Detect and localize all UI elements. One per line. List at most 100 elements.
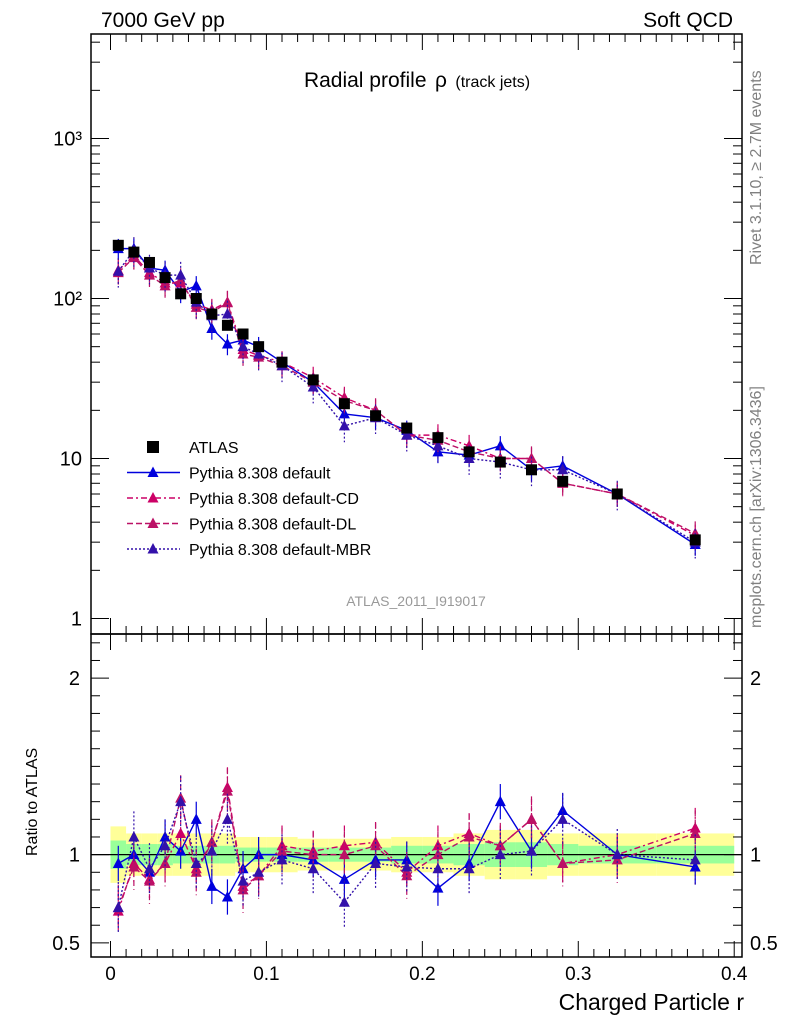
series-4-line (117, 249, 696, 543)
legend-label: ATLAS (189, 440, 239, 457)
series-1-ratio-point (494, 795, 506, 807)
series-4-point (463, 452, 475, 464)
series-4-ratio-point (557, 813, 569, 824)
series-4-ratio-point (190, 857, 202, 868)
series-4-ratio-point (338, 896, 350, 907)
atlas-data-point (338, 398, 350, 410)
series-4-ratio-point (143, 862, 155, 874)
series-3-ratio-point (370, 839, 382, 851)
axes-group: 0 0.1 0.2 0.3 0.4 1 10 10² 10³ 0.5 0.5 1 1 2 2 (52, 34, 778, 985)
x-axis-title: Charged Particle r (559, 989, 745, 1015)
series-4-ratio-point (401, 860, 413, 872)
atlas-data-point (206, 308, 218, 320)
series-4-ratio-point (206, 845, 218, 856)
plot-title-main: Radial profile (304, 69, 427, 92)
header-energy-label: 7000 GeV pp (101, 9, 225, 32)
series-1-ratio-point (221, 890, 233, 902)
series-3-ratio-point (338, 848, 350, 860)
series-4-ratio-point (159, 839, 171, 851)
atlas-data-point (190, 293, 202, 305)
mcplots-label: mcplots.cern.ch [arXiv:1306.3436] (748, 386, 765, 628)
legend-label: Pythia 8.308 default-MBR (189, 542, 371, 559)
legend: ATLAS Pythia 8.308 default Pythia 8.308 de… (127, 440, 371, 559)
series-4-point (557, 463, 569, 475)
series-4-ratio-line (117, 799, 696, 908)
atlas-data-point (237, 328, 249, 340)
ratio-y-tick-label: 1 (69, 845, 80, 867)
legend-marker (147, 492, 159, 503)
atlas-data-point (557, 475, 569, 487)
series-3-ratio-point (557, 857, 569, 868)
legend-label: Pythia 8.308 default-DL (189, 517, 356, 534)
legend-marker-atlas (147, 441, 159, 453)
series-4-point (432, 439, 444, 451)
series-4-ratio-point (689, 853, 701, 865)
legend-marker (147, 543, 159, 554)
series-2-ratio-point (276, 839, 288, 851)
x-tick-label: 0.4 (721, 964, 748, 985)
series-3-ratio-point (128, 860, 140, 872)
x-tick-label: 0.2 (409, 964, 435, 985)
ratio-plot-frame (90, 633, 743, 958)
series-3-point (237, 347, 249, 359)
series-1-point (190, 279, 202, 291)
series-3-ratio-point (159, 857, 171, 868)
series-3-point (143, 269, 155, 280)
series-3-ratio-point (463, 830, 475, 842)
series-4-ratio-point (432, 862, 444, 874)
legend-marker (147, 517, 159, 528)
series-4-ratio-point (253, 866, 265, 877)
series-4-ratio-point (307, 862, 319, 874)
series-4-point (338, 419, 350, 431)
ratio-y-axis-title: Ratio to ATLAS (24, 748, 41, 856)
series-1-point (221, 337, 233, 349)
atlas-data-point (276, 356, 288, 368)
x-tick-label: 0.1 (253, 964, 279, 985)
series-4-ratio-point (112, 901, 124, 913)
plot-title-symbol: ρ (435, 69, 447, 92)
main-y-tick-label: 10² (53, 289, 82, 311)
series-4-ratio-point (525, 845, 537, 856)
header-category-label: Soft QCD (643, 9, 733, 32)
series-4-point (237, 340, 249, 352)
ratio-y-tick-label-right: 0.5 (750, 933, 778, 955)
atlas-data-point (253, 341, 265, 353)
ratio-y-tick-label: 0.5 (52, 933, 80, 955)
series-1-ratio-point (112, 857, 124, 868)
series-3-ratio-line (117, 790, 696, 908)
main-y-tick-label: 1 (71, 608, 82, 630)
atlas-data-point (159, 272, 171, 284)
main-series-group (112, 237, 701, 559)
series-4-ratio-point (237, 875, 249, 886)
ratio-y-tick-label-right: 2 (750, 668, 761, 690)
atlas-data-point (463, 446, 475, 458)
series-1-ratio-point (463, 857, 475, 868)
series-3-line (117, 256, 696, 535)
main-y-tick-label: 10³ (53, 129, 82, 151)
atlas-data-point (432, 432, 444, 444)
series-4-point (175, 269, 187, 280)
analysis-id-label: ATLAS_2011_I919017 (346, 593, 486, 609)
atlas-data-point (401, 422, 413, 434)
series-2-ratio-point (175, 827, 187, 838)
plot-title: Radial profile ρ (track jets) (304, 69, 530, 92)
series-4-ratio-point (611, 848, 623, 860)
atlas-data-point (307, 374, 319, 386)
plot-title-sub: (track jets) (455, 74, 530, 91)
series-1-ratio-point (689, 860, 701, 872)
series-4-point (253, 347, 265, 359)
ratio-y-tick-label-right: 1 (750, 845, 761, 867)
series-3-ratio-point (221, 785, 233, 796)
series-3-ratio-point (307, 848, 319, 860)
series-4-point (221, 308, 233, 319)
atlas-data-point (494, 456, 506, 468)
series-1-ratio-line (117, 800, 696, 898)
series-4-point (307, 380, 319, 392)
atlas-data-point (689, 534, 701, 546)
series-4-ratio-point (128, 830, 140, 842)
series-2-ratio-point (689, 822, 701, 833)
rivet-version-label: Rivet 3.1.10, ≥ 2.7M events (748, 70, 765, 265)
legend-marker (147, 466, 159, 477)
ratio-series-group (112, 767, 701, 934)
